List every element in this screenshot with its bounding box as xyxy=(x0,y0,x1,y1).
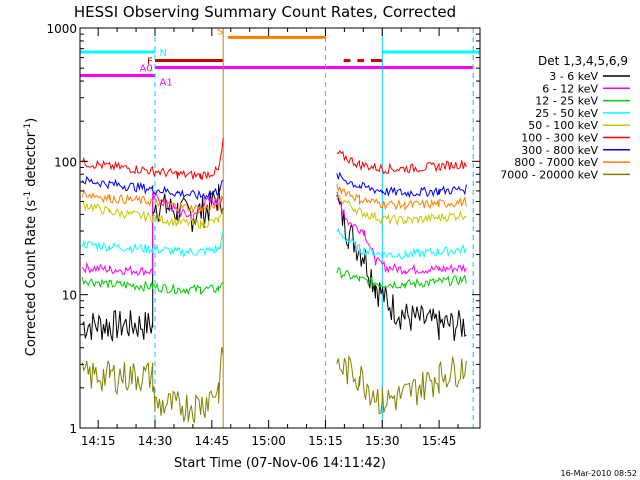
legend-label: 300 - 800 keV xyxy=(521,144,598,157)
series-line-9-b xyxy=(336,354,467,415)
series-line-8-a xyxy=(81,188,224,215)
legend-label: 25 - 50 keV xyxy=(535,107,598,120)
series-line-7-a xyxy=(81,175,224,201)
y-tick-label: 1 xyxy=(69,422,77,436)
flag-label-s: S xyxy=(217,26,223,37)
series-line-6-a xyxy=(81,137,224,181)
plot-frame xyxy=(79,27,481,429)
legend-label: 50 - 100 keV xyxy=(528,119,598,132)
flag-label-a1: A1 xyxy=(160,78,173,89)
series-line-5-b xyxy=(336,194,467,227)
x-tick-label: 15:15 xyxy=(308,434,343,448)
legend-label: 3 - 6 keV xyxy=(549,70,598,83)
series-line-7-b xyxy=(336,171,467,199)
series-line-1-b xyxy=(336,194,467,342)
x-tick-label: 14:45 xyxy=(195,434,230,448)
y-tick-label: 10 xyxy=(62,289,77,303)
timestamp: 16-Mar-2010 08:52 xyxy=(561,469,638,478)
flag-label-f: F xyxy=(147,57,153,68)
x-tick-label: 15:30 xyxy=(365,434,400,448)
series-line-6-b xyxy=(336,149,467,175)
series-line-4-a xyxy=(81,231,224,258)
series-line-2-b xyxy=(336,191,467,275)
flag-label-n: N xyxy=(160,48,167,59)
x-axis-label: Start Time (07-Nov-06 14:11:42) xyxy=(174,456,386,471)
series-line-5-a xyxy=(81,200,224,229)
series-line-4-b xyxy=(336,228,467,260)
y-tick-label: 1000 xyxy=(46,22,77,36)
series-line-3-a xyxy=(81,276,224,296)
series-line-8-b xyxy=(336,183,467,212)
y-tick-label: 100 xyxy=(54,155,77,169)
x-tick-label: 14:15 xyxy=(81,434,116,448)
legend-label: 100 - 300 keV xyxy=(521,132,598,145)
x-tick-label: 15:00 xyxy=(251,434,286,448)
legend-title: Det 1,3,4,5,6,9 xyxy=(538,54,628,68)
legend-label: 12 - 25 keV xyxy=(535,95,598,108)
chart-title: HESSI Observing Summary Count Rates, Cor… xyxy=(74,3,456,21)
legend-label: 800 - 7000 keV xyxy=(514,156,598,169)
series-line-2-a xyxy=(81,191,224,276)
x-tick-label: 15:45 xyxy=(422,434,457,448)
legend-label: 7000 - 20000 keV xyxy=(500,168,598,181)
x-tick-label: 14:30 xyxy=(138,434,173,448)
flag-label-a0: A0 xyxy=(140,64,153,75)
legend-label: 6 - 12 keV xyxy=(542,82,598,95)
series-line-9-a xyxy=(81,347,224,424)
series-line-3-b xyxy=(336,267,467,290)
y-axis-label: Corrected Count Rate (s-1 detector-1) xyxy=(23,118,39,356)
